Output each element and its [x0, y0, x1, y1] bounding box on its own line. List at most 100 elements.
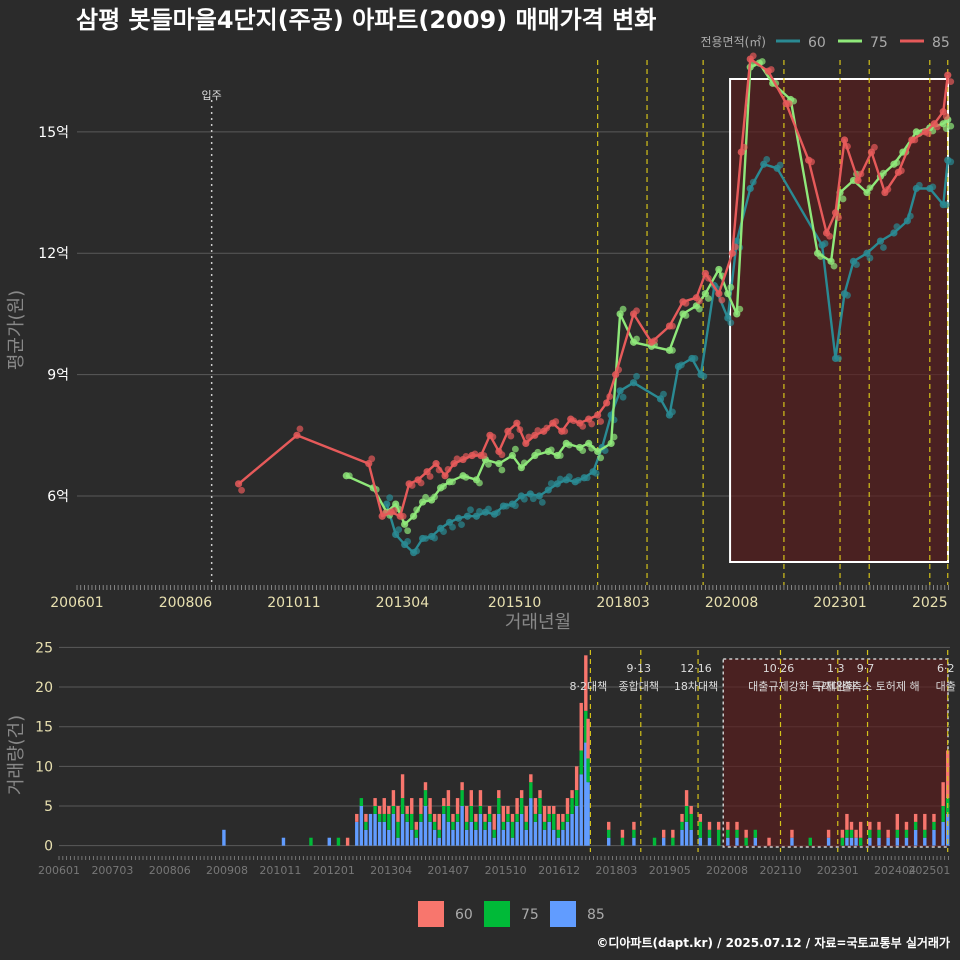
point-60: [821, 240, 829, 247]
bar-x-tick-label: 202110: [760, 864, 802, 877]
policy-name-label: 대출규제강화: [748, 680, 809, 693]
bar-85: [877, 837, 881, 846]
point-75: [597, 454, 605, 462]
point-85: [507, 432, 515, 440]
bar-75: [547, 813, 551, 822]
point-60: [844, 291, 851, 299]
bar-75: [377, 813, 382, 822]
point-60: [880, 244, 887, 251]
bar-60: [689, 806, 693, 814]
bar-y-tick-label: 15: [35, 720, 53, 736]
legend-title: 전용면적(㎡): [700, 35, 766, 49]
bar-60: [632, 821, 636, 830]
bar-75: [707, 829, 712, 838]
bar-85: [547, 821, 551, 846]
bar-75: [391, 806, 396, 814]
bar-60: [519, 790, 524, 799]
bar-60: [474, 813, 478, 822]
bar-85: [854, 837, 858, 846]
bar-85: [515, 821, 519, 846]
bar-75: [510, 821, 515, 838]
y-tick-label: 12억: [38, 246, 69, 262]
bar-75: [607, 829, 611, 838]
top-x-axis-title: 거래년월: [505, 612, 571, 633]
bar-85: [410, 829, 414, 846]
policy-date-label: 6·2: [937, 662, 955, 675]
bar-85: [469, 821, 473, 846]
point-75: [476, 479, 483, 487]
point-75: [579, 447, 587, 455]
bar-75: [680, 821, 684, 830]
bar-60: [620, 829, 625, 838]
point-60: [404, 537, 412, 545]
bar-x-tick-label: 201304: [370, 864, 412, 877]
bar-y-tick-label: 25: [35, 640, 53, 656]
point-85: [749, 52, 757, 60]
bar-x-tick-label: 202301: [817, 864, 859, 877]
bar-85: [483, 829, 487, 846]
bar-75: [483, 821, 487, 830]
bar-legend-swatch-85: [550, 901, 576, 927]
bar-60: [547, 806, 551, 814]
bar-y-tick-label: 20: [35, 680, 53, 696]
bar-75: [515, 813, 519, 822]
bar-85: [519, 813, 524, 846]
bar-60: [913, 813, 918, 822]
bar-60: [437, 813, 441, 830]
series-line-85: [237, 57, 949, 518]
policy-date-label: 10·26: [763, 662, 795, 675]
bar-75: [586, 758, 590, 783]
point-75: [498, 466, 506, 474]
policy-name-label: 규제완화: [816, 680, 856, 693]
bar-75: [506, 813, 510, 822]
bar-85: [753, 837, 758, 846]
bar-75: [744, 837, 748, 846]
bar-x-tick-label: 202501: [908, 864, 950, 877]
point-60: [947, 158, 955, 166]
point-60: [727, 319, 735, 327]
bar-60: [767, 837, 771, 846]
bar-75: [382, 813, 386, 822]
bar-85: [405, 821, 409, 846]
bar-85: [556, 837, 561, 846]
bar-85: [533, 821, 538, 846]
bar-75: [808, 837, 812, 846]
bar-85: [373, 813, 377, 846]
bar-60: [483, 813, 487, 822]
legend-label-75: 75: [870, 35, 888, 51]
bar-85: [542, 829, 547, 846]
bar-85: [689, 829, 693, 846]
point-85: [696, 297, 703, 305]
bar-60: [455, 798, 460, 814]
bar-75: [519, 798, 524, 814]
move-in-label: 입주: [202, 89, 222, 102]
bar-60: [826, 829, 831, 838]
point-60: [467, 506, 474, 514]
point-85: [368, 455, 376, 463]
bar-85: [868, 837, 872, 846]
bar-75: [497, 798, 501, 814]
bottom-legend: 60 75 85: [418, 901, 605, 927]
bar-85: [524, 829, 528, 846]
bar-85: [849, 837, 854, 846]
bar-75: [410, 813, 414, 830]
bar-75: [538, 798, 542, 814]
bar-60: [414, 821, 419, 830]
x-tick-label: 201510: [488, 595, 541, 611]
bar-75: [396, 821, 400, 838]
bar-60: [868, 821, 872, 830]
bar-60: [410, 798, 414, 814]
point-60: [449, 523, 456, 531]
bar-75: [455, 813, 460, 822]
bar-60: [946, 750, 950, 799]
bar-60: [364, 813, 368, 822]
bar-60: [790, 829, 794, 838]
bar-60: [932, 813, 936, 822]
point-60: [440, 528, 447, 535]
bar-60: [877, 821, 881, 830]
bar-75: [364, 821, 368, 830]
point-60: [458, 521, 465, 529]
bar-75: [442, 806, 446, 814]
bar-75: [533, 813, 538, 822]
highlight-region: [729, 78, 949, 563]
